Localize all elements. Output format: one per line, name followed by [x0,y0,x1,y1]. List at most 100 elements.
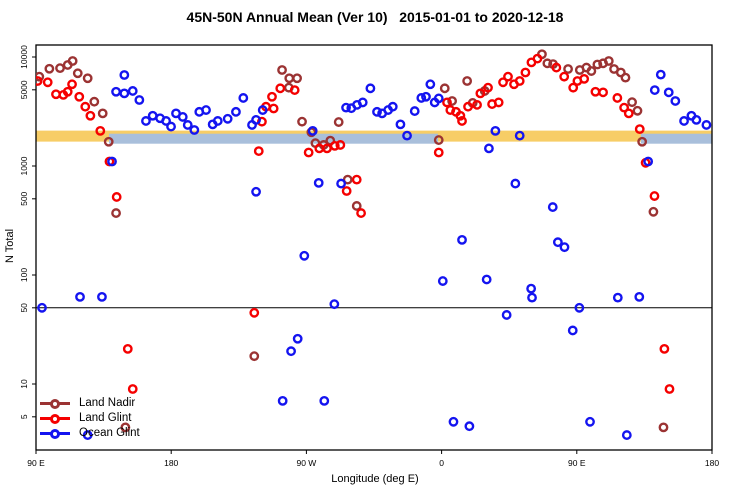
data-point-land-glint [463,101,473,112]
data-point-land-nadir [462,76,473,86]
data-point-ocean-glint [433,93,444,104]
data-point-land-glint [253,146,264,156]
data-point-ocean-glint [510,178,521,189]
data-point-ocean-glint [257,105,268,115]
data-point-land-nadir [277,65,287,75]
data-point-ocean-glint [409,106,420,116]
data-point-ocean-glint [141,116,151,126]
ocean-coverage-band [109,133,438,144]
data-point-ocean-glint [421,91,431,102]
data-point-ocean-glint [161,116,171,126]
data-point-land-glint [514,76,525,86]
data-point-land-nadir [342,174,353,185]
legend-label-ocean-glint: Ocean Glint [79,427,140,439]
data-point-land-nadir [648,206,659,217]
data-point-ocean-glint [464,421,475,432]
data-point-ocean-glint [286,346,296,357]
data-point-ocean-glint [97,291,107,302]
data-point-ocean-glint [222,113,233,124]
data-point-land-nadir [72,68,83,79]
data-point-land-nadir [439,83,450,94]
data-point-land-glint [634,124,645,135]
data-point-ocean-glint [425,79,436,90]
data-point-land-glint [568,82,579,93]
data-point-ocean-glint [527,292,537,303]
data-point-ocean-glint [490,125,501,136]
data-point-land-nadir [120,422,131,433]
plot-frame [35,44,713,451]
data-point-ocean-glint [231,106,241,117]
data-point-ocean-glint [655,69,666,80]
data-point-ocean-glint [119,70,130,80]
data-point-land-nadir [586,66,597,76]
data-point-ocean-glint [212,116,223,126]
data-point-land-nadir [67,56,78,66]
data-point-land-glint [442,97,452,108]
data-point-ocean-glint [37,302,47,313]
data-point-ocean-glint [679,116,689,126]
data-point-ocean-glint [634,291,645,302]
data-point-land-glint [289,85,300,95]
data-point-ocean-glint [481,274,492,285]
data-point-ocean-glint [189,125,200,135]
legend-item-ocean-glint: Ocean Glint [40,426,140,441]
data-point-land-nadir [433,135,444,145]
data-point-ocean-glint [552,237,563,248]
data-point-ocean-glint [319,395,330,406]
legend-marker-ocean-glint-icon [40,428,70,439]
data-point-ocean-glint [307,125,318,136]
x-tick-label: 0 [439,458,444,468]
legend-ring-land-glint-icon [50,413,60,424]
data-point-land-glint [85,110,96,121]
data-point-land-nadir [637,136,648,147]
x-axis-label: Longitude (deg E) [331,473,419,485]
chart-title: 45N-50N Annual Mean (Ver 10) 2015-01-01 … [186,9,564,25]
data-point-land-nadir [249,351,260,362]
data-point-land-nadir [103,136,114,147]
data-point-land-glint [275,83,286,94]
legend-marker-land-nadir-icon [40,398,70,409]
data-point-land-nadir [658,422,669,433]
data-point-ocean-glint [547,202,558,212]
data-point-ocean-glint [526,283,537,294]
data-point-land-glint [268,103,279,114]
data-point-land-glint [619,102,630,113]
data-point-land-glint [649,191,660,201]
data-point-land-nadir [89,96,100,107]
data-point-land-nadir [632,105,643,116]
data-point-land-nadir [627,97,637,108]
data-point-land-nadir [620,72,631,83]
legend-label-land-nadir: Land Nadir [79,397,136,409]
y-tick-label: 5000 [19,80,29,99]
data-point-land-glint [559,71,570,82]
data-point-ocean-glint [182,120,193,130]
data-point-ocean-glint [514,130,525,141]
data-point-ocean-glint [567,325,578,336]
data-point-land-glint [122,343,133,354]
y-tick-label: 10 [19,379,29,389]
data-point-land-glint [475,88,486,99]
data-point-land-nadir [542,58,553,69]
data-point-ocean-glint [365,83,376,94]
data-point-ocean-glint [166,121,176,132]
data-point-land-glint [351,174,362,185]
data-point-ocean-glint [448,416,459,427]
x-tick-label: 90 E [27,458,45,468]
y-tick-label: 1000 [19,156,29,175]
data-point-ocean-glint [559,242,570,253]
data-point-land-nadir [292,73,302,84]
data-point-land-glint [503,71,513,82]
data-point-ocean-glint [574,302,585,313]
data-point-ocean-glint [612,292,623,303]
data-points-layer [36,49,712,440]
data-point-ocean-glint [585,416,595,427]
data-point-land-nadir [447,96,458,106]
data-point-ocean-glint [663,87,674,98]
x-tick-label: 180 [705,458,719,468]
data-point-land-glint [249,307,260,318]
data-point-land-glint [42,77,53,88]
data-point-land-glint [267,91,277,102]
data-point-ocean-glint [201,105,211,115]
legend-item-land-glint: Land Glint [40,411,140,426]
data-point-ocean-glint [111,86,121,97]
